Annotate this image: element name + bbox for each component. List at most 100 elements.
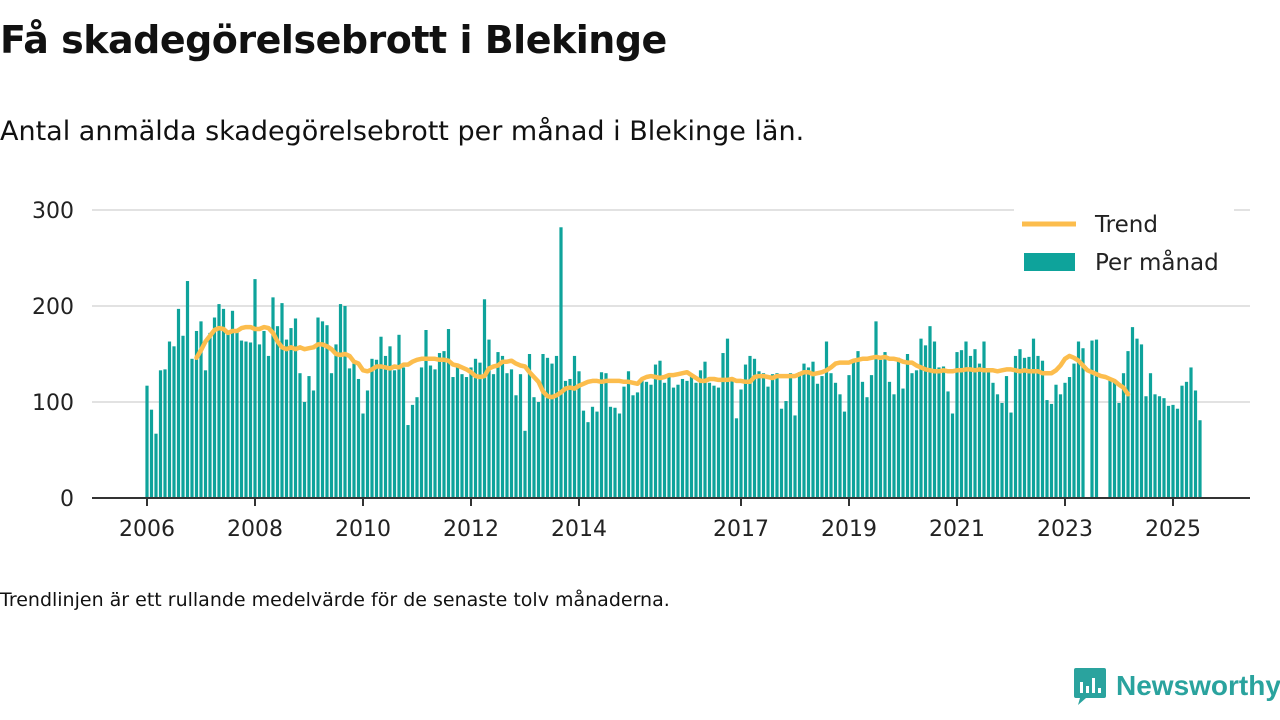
monthly-bar [379, 336, 383, 498]
monthly-bar [919, 338, 923, 498]
monthly-bar [239, 340, 244, 498]
monthly-bar [568, 378, 572, 498]
monthly-bar [653, 364, 658, 498]
monthly-bar [356, 378, 361, 498]
monthly-bar [716, 387, 721, 498]
monthly-bar [1112, 379, 1117, 498]
monthly-bar [977, 363, 982, 498]
trend-line-group [194, 324, 1131, 400]
monthly-bar [932, 341, 937, 498]
monthly-bar [266, 355, 271, 498]
monthly-bar [167, 341, 172, 498]
monthly-bar [365, 390, 370, 498]
monthly-bar [1054, 384, 1058, 498]
monthly-bar [334, 344, 338, 498]
monthly-bar [851, 361, 856, 498]
monthly-bar [419, 367, 424, 498]
monthly-bar [1198, 420, 1202, 498]
monthly-bar [338, 304, 343, 498]
monthly-bar [145, 385, 149, 498]
monthly-bar [158, 370, 163, 498]
monthly-bar [406, 425, 410, 498]
monthly-bar [343, 306, 347, 498]
monthly-bar [518, 374, 523, 498]
monthly-bar [482, 299, 487, 498]
monthly-bar [797, 372, 802, 498]
monthly-bar [590, 406, 595, 498]
monthly-bar [181, 335, 185, 498]
monthly-bar [1022, 357, 1027, 498]
monthly-bar [424, 330, 428, 498]
monthly-bar [442, 351, 446, 498]
monthly-bar [257, 344, 262, 498]
monthly-bar [887, 381, 892, 498]
monthly-bar [869, 375, 874, 498]
x-tick-label: 2012 [443, 517, 499, 540]
monthly-bar [176, 308, 181, 498]
monthly-bar [860, 381, 865, 498]
monthly-bar [730, 380, 734, 498]
monthly-bar [496, 352, 500, 498]
monthly-bar [820, 376, 824, 498]
chart-subtitle: Antal anmälda skadegörelsebrott per måna… [0, 116, 805, 147]
monthly-bar [842, 411, 847, 498]
monthly-bar [986, 370, 991, 498]
monthly-bar [1031, 338, 1036, 498]
monthly-bar [1162, 398, 1166, 498]
monthly-bar [815, 383, 820, 498]
x-tick-label: 2017 [713, 517, 769, 540]
monthly-bar [320, 321, 325, 498]
brand-name: Newsworthy [1116, 670, 1280, 701]
monthly-bar [680, 378, 685, 498]
monthly-bar [1018, 349, 1022, 498]
monthly-bar [464, 377, 469, 498]
monthly-bar [163, 369, 167, 498]
monthly-bar [527, 354, 532, 498]
monthly-bar [896, 357, 901, 498]
y-tick-label: 100 [32, 391, 74, 416]
monthly-bar [784, 401, 788, 498]
monthly-bar [1157, 396, 1162, 498]
monthly-bar [1000, 402, 1004, 498]
monthly-bar [631, 395, 635, 498]
monthly-bar [352, 363, 356, 498]
monthly-bar [613, 407, 617, 498]
monthly-bar [1090, 340, 1094, 498]
monthly-bar [1189, 367, 1193, 498]
trend-footnote: Trendlinjen är ett rullande medelvärde f… [0, 589, 670, 611]
monthly-bar [172, 346, 176, 498]
monthly-bar [433, 369, 437, 498]
monthly-bar [500, 355, 505, 498]
monthly-bar [734, 418, 739, 498]
monthly-bar [802, 363, 806, 498]
monthly-bar [991, 382, 995, 498]
monthly-bar [707, 382, 712, 498]
monthly-bar [1045, 400, 1049, 498]
monthly-bar [212, 317, 217, 498]
monthly-bar [1013, 355, 1018, 498]
monthly-bar [946, 391, 950, 498]
y-tick-label: 300 [32, 199, 74, 224]
monthly-bar [928, 326, 932, 498]
monthly-bar [644, 381, 649, 498]
monthly-bar [595, 411, 599, 498]
monthly-bar [685, 380, 689, 498]
monthly-bar [721, 353, 725, 498]
monthly-bar [1121, 373, 1126, 498]
monthly-bar [1126, 351, 1130, 498]
monthly-bar [689, 376, 694, 498]
monthly-bar [914, 370, 919, 498]
monthly-bar [487, 339, 491, 498]
monthly-bar [856, 351, 860, 498]
monthly-bar [968, 355, 973, 498]
monthly-bar [910, 373, 914, 498]
monthly-bar [811, 361, 815, 498]
chart-title: Få skadegörelsebrott i Blekinge [0, 18, 667, 62]
monthly-bar [982, 341, 986, 498]
monthly-bar [635, 392, 640, 498]
monthly-bar [392, 370, 397, 498]
monthly-bar [1049, 403, 1054, 498]
monthly-bar [878, 359, 883, 498]
monthly-bar [1009, 412, 1013, 498]
